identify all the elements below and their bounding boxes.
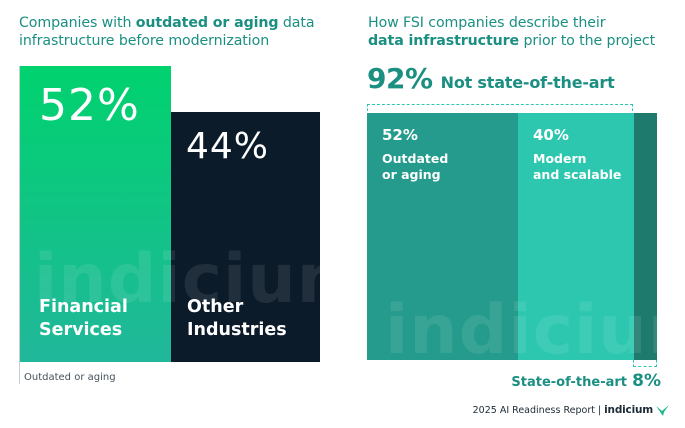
state-of-the-art-value: 8% [632,371,661,391]
footer-report: 2025 AI Readiness Report [472,404,595,416]
state-bracket [633,360,657,367]
segment-watermark: indicium [634,291,657,360]
left-chart-axis-line [19,66,20,384]
bar-category-line: Industries [187,319,287,340]
left-bar-chart: indicium52%FinancialServicesindicium44%O… [20,0,330,428]
bar-category-label: Other Industries [187,296,287,342]
segment-value-label: 52% [382,126,418,144]
bar-value-label: 44% [186,125,270,167]
footer-separator: | [597,404,602,416]
left-chart-title: Companies with outdated or aging data in… [19,15,315,49]
headline-value: 92% [367,62,433,95]
left-chart-axis-caption: Outdated or aging [24,372,116,383]
left-chart-title-bold: outdated or aging [135,15,279,31]
brand-mark-icon [656,404,669,416]
segment-category-line: Outdated [382,151,449,166]
segment-watermark: indicium [385,291,518,360]
state-of-the-art-label: State-of-the-art [511,375,628,390]
footer: 2025 AI Readiness Report | indicium [473,404,669,416]
segment-state-of-the-art: indicium [634,113,657,360]
segment-category-line: or aging [382,167,441,182]
segment-category-label: Outdated or aging [382,151,448,183]
bar-category-label: Financial Services [39,296,128,342]
bar-category-line: Other [187,296,244,317]
bottom-annotation: State-of-the-art 8% [511,371,661,391]
right-chart-title-bold: data infrastructure [368,33,520,49]
headline-label: Not state-of-the-art [440,73,615,92]
footer-brand: indicium [604,404,653,416]
bar-category-line: Financial [39,297,128,317]
right-chart-title: How FSI companies describe their data in… [368,15,656,49]
segment-category-line: and scalable [533,167,622,182]
segment-category-line: Modern [533,151,587,166]
headline-annotation: 92% Not state-of-the-art [367,62,615,95]
not-state-bracket [367,104,633,111]
segment-watermark: indicium [518,291,634,360]
segment-category-label: Modern and scalable [533,151,621,183]
bar-value-label: 52% [39,80,140,131]
bar-category-line: Services [39,320,123,340]
segment-value-label: 40% [533,126,569,144]
